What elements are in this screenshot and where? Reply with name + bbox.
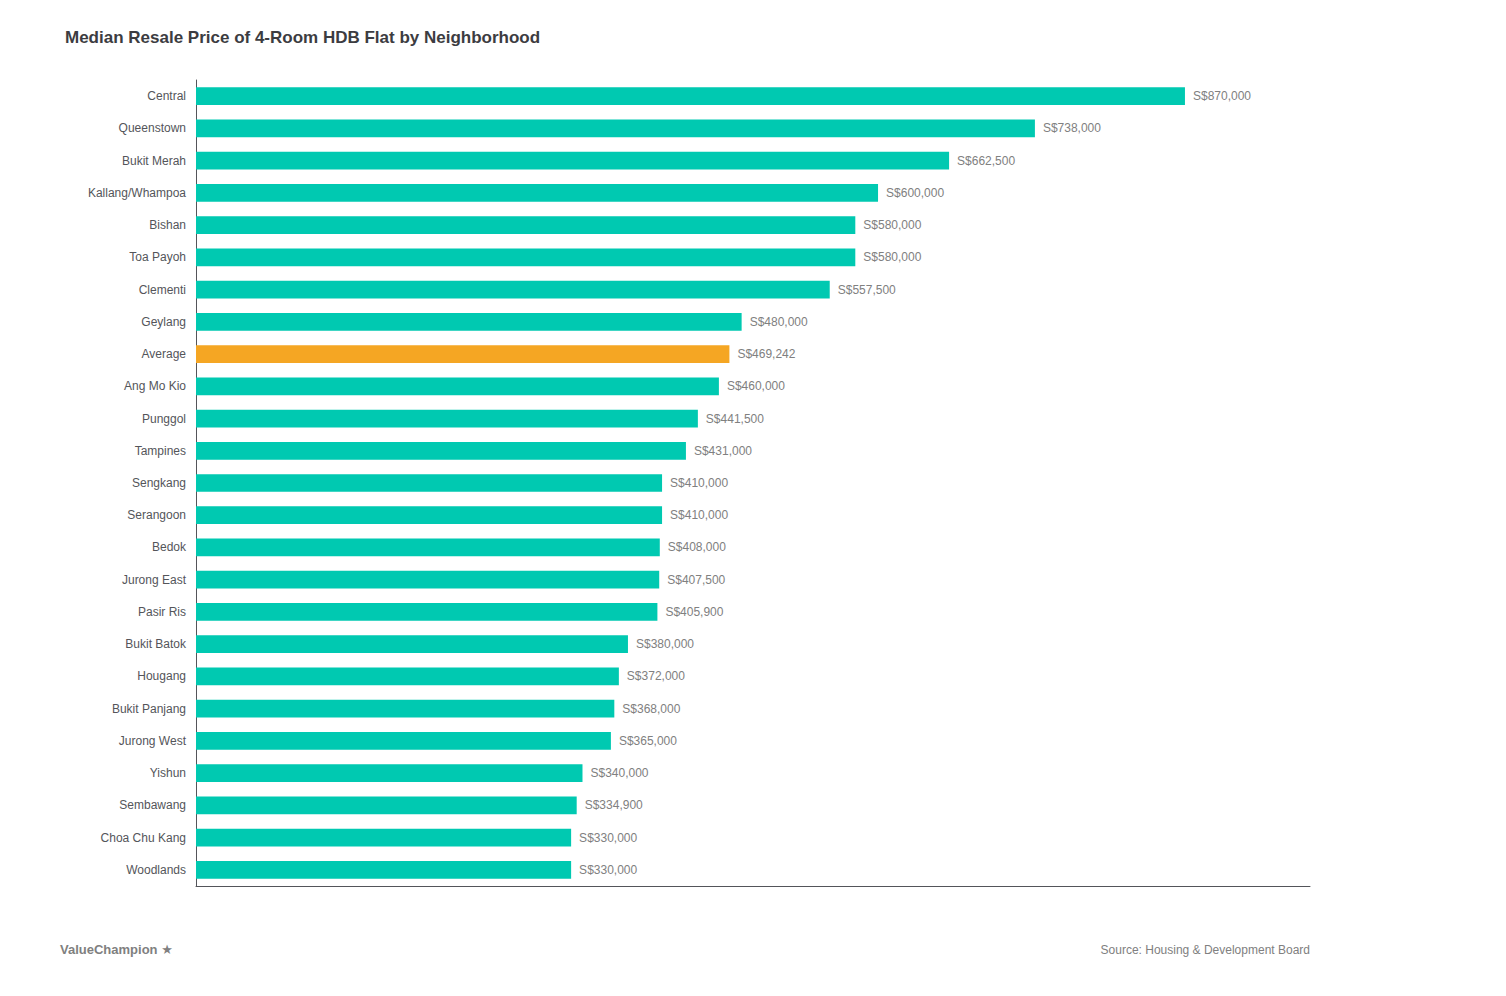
svg-text:Bukit Panjang: Bukit Panjang: [112, 702, 186, 716]
svg-text:S$580,000: S$580,000: [863, 250, 921, 264]
svg-text:S$460,000: S$460,000: [727, 379, 785, 393]
svg-text:S$469,242: S$469,242: [737, 347, 795, 361]
svg-text:S$340,000: S$340,000: [590, 766, 648, 780]
svg-text:Median Resale Price of 4-Room: Median Resale Price of 4-Room HDB Flat b…: [65, 28, 540, 47]
svg-text:Toa Payoh: Toa Payoh: [129, 250, 186, 264]
svg-text:Source: Housing & Development: Source: Housing & Development Board: [1101, 943, 1310, 957]
svg-text:S$431,000: S$431,000: [694, 444, 752, 458]
svg-text:Woodlands: Woodlands: [126, 863, 186, 877]
svg-text:Jurong East: Jurong East: [122, 573, 187, 587]
svg-text:Central: Central: [147, 89, 186, 103]
svg-text:Bedok: Bedok: [152, 540, 187, 554]
svg-text:ValueChampion ★: ValueChampion ★: [60, 942, 173, 957]
svg-text:S$330,000: S$330,000: [579, 831, 637, 845]
svg-text:Punggol: Punggol: [142, 412, 186, 426]
svg-text:Sengkang: Sengkang: [132, 476, 186, 490]
svg-text:Serangoon: Serangoon: [127, 508, 186, 522]
svg-text:Bukit Batok: Bukit Batok: [125, 637, 187, 651]
svg-text:S$600,000: S$600,000: [886, 186, 944, 200]
svg-text:Ang Mo Kio: Ang Mo Kio: [124, 379, 186, 393]
svg-text:Jurong West: Jurong West: [119, 734, 187, 748]
svg-text:Kallang/Whampoa: Kallang/Whampoa: [88, 186, 186, 200]
svg-text:Geylang: Geylang: [141, 315, 186, 329]
svg-text:Clementi: Clementi: [139, 283, 186, 297]
svg-text:S$365,000: S$365,000: [619, 734, 677, 748]
svg-text:Sembawang: Sembawang: [119, 798, 186, 812]
svg-text:S$410,000: S$410,000: [670, 508, 728, 522]
svg-text:S$334,900: S$334,900: [585, 798, 643, 812]
svg-text:Hougang: Hougang: [137, 669, 186, 683]
svg-text:S$368,000: S$368,000: [622, 702, 680, 716]
svg-text:S$407,500: S$407,500: [667, 573, 725, 587]
svg-text:Bishan: Bishan: [149, 218, 186, 232]
svg-text:Average: Average: [142, 347, 187, 361]
svg-text:Tampines: Tampines: [135, 444, 186, 458]
svg-text:S$662,500: S$662,500: [957, 154, 1015, 168]
svg-text:S$372,000: S$372,000: [627, 669, 685, 683]
svg-text:S$738,000: S$738,000: [1043, 121, 1101, 135]
svg-text:S$557,500: S$557,500: [838, 283, 896, 297]
svg-text:S$870,000: S$870,000: [1193, 89, 1251, 103]
svg-text:S$408,000: S$408,000: [668, 540, 726, 554]
svg-text:Bukit Merah: Bukit Merah: [122, 154, 186, 168]
svg-text:S$330,000: S$330,000: [579, 863, 637, 877]
svg-text:S$380,000: S$380,000: [636, 637, 694, 651]
svg-text:S$480,000: S$480,000: [750, 315, 808, 329]
svg-text:S$405,900: S$405,900: [665, 605, 723, 619]
svg-text:Queenstown: Queenstown: [119, 121, 186, 135]
svg-text:Yishun: Yishun: [150, 766, 186, 780]
svg-text:S$580,000: S$580,000: [863, 218, 921, 232]
svg-text:S$441,500: S$441,500: [706, 412, 764, 426]
svg-text:Choa Chu Kang: Choa Chu Kang: [101, 831, 186, 845]
svg-text:S$410,000: S$410,000: [670, 476, 728, 490]
svg-text:Pasir Ris: Pasir Ris: [138, 605, 186, 619]
